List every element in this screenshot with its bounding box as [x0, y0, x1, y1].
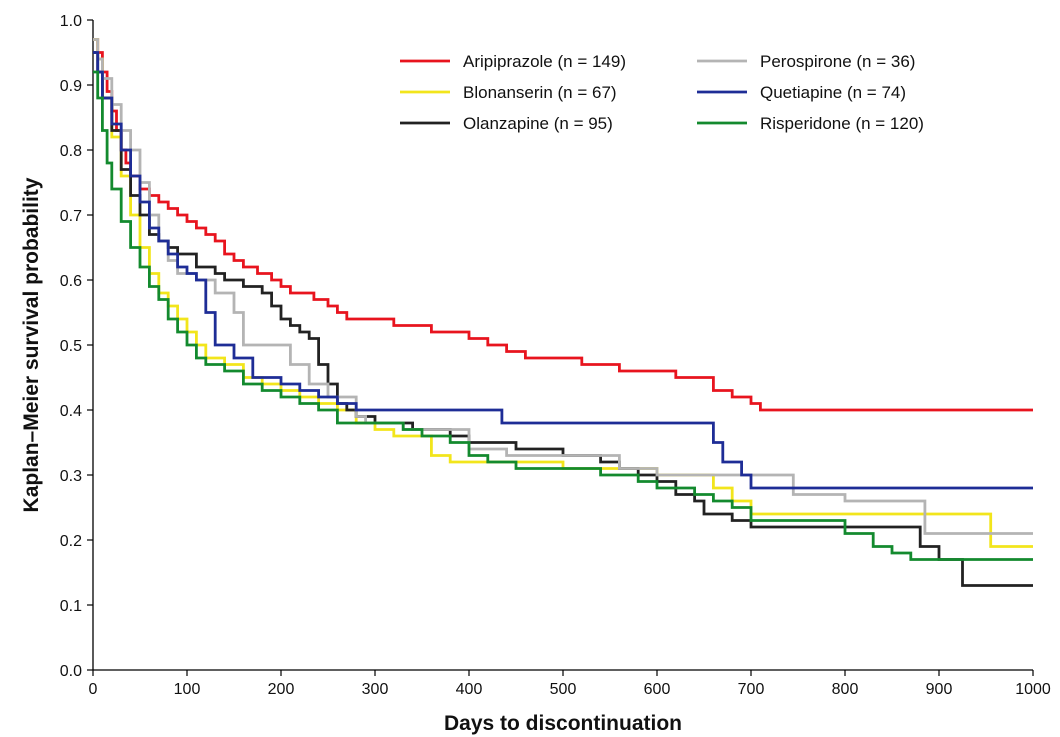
y-tick-label: 0.6 [60, 273, 82, 290]
y-tick-label: 0.8 [60, 143, 82, 160]
y-tick-label: 0.4 [60, 403, 82, 420]
legend-label-risperidone: Risperidone (n = 120) [760, 114, 924, 133]
x-tick-label: 300 [362, 681, 389, 698]
legend-label-quetiapine: Quetiapine (n = 74) [760, 83, 906, 102]
y-tick-label: 0.9 [60, 78, 82, 95]
series-line-perospirone [93, 38, 1033, 535]
x-tick-label: 100 [174, 681, 201, 698]
y-axis-title: Kaplan–Meier survival probability [20, 177, 43, 512]
series-line-quetiapine [93, 51, 1033, 490]
y-tick-label: 0.5 [60, 338, 82, 355]
x-tick-label: 700 [738, 681, 765, 698]
x-axis-title: Days to discontinuation [444, 712, 682, 735]
legend-label-blonanserin: Blonanserin (n = 67) [463, 83, 617, 102]
y-tick-label: 0.0 [60, 663, 82, 680]
x-tick-label: 600 [644, 681, 671, 698]
legend-label-aripiprazole: Aripiprazole (n = 149) [463, 52, 626, 71]
y-tick-label: 0.7 [60, 208, 82, 225]
y-tick-label: 1.0 [60, 13, 82, 30]
x-tick-label: 900 [926, 681, 953, 698]
x-tick-label: 400 [456, 681, 483, 698]
y-tick-label: 0.3 [60, 468, 82, 485]
series-layer [93, 38, 1033, 587]
legend: Aripiprazole (n = 149) Blonanserin (n = 6… [400, 52, 924, 133]
x-tick-label: 0 [89, 681, 98, 698]
legend-label-perospirone: Perospirone (n = 36) [760, 52, 915, 71]
y-tick-label: 0.2 [60, 533, 82, 550]
x-tick-label: 500 [550, 681, 577, 698]
axes-layer: 0 100 200 300 400 500 600 700 800 900 1000 0.0 0.1 0.… [60, 13, 1051, 698]
x-tick-label: 800 [832, 681, 859, 698]
y-tick-label: 0.1 [60, 598, 82, 615]
legend-label-olanzapine: Olanzapine (n = 95) [463, 114, 613, 133]
series-line-risperidone [93, 70, 1033, 561]
x-tick-label: 200 [268, 681, 295, 698]
x-tick-label: 1000 [1015, 681, 1051, 698]
